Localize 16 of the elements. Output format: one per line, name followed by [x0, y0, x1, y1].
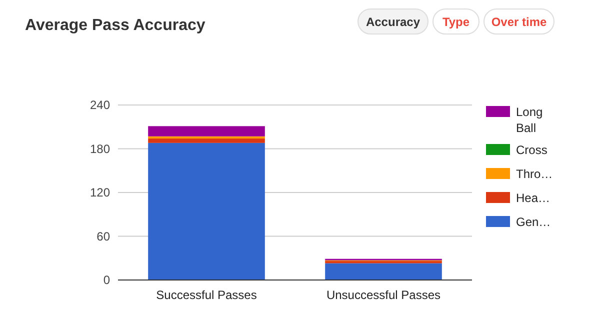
x-tick-label: Successful Passes: [156, 288, 257, 302]
text: Over time: [491, 15, 548, 29]
x-tick-label: Unsuccessful Passes: [326, 288, 441, 302]
text: Type: [442, 15, 470, 29]
y-tick-label: 240: [90, 98, 110, 112]
y-tick-label: 180: [90, 142, 110, 156]
chart-title: Average Pass Accuracy: [25, 17, 206, 34]
legend-label: Long Ball: [516, 105, 543, 135]
y-tick-label: 0: [103, 273, 110, 287]
text: Accuracy: [366, 15, 420, 29]
y-tick-label: 120: [90, 186, 110, 200]
y-tick-label: 60: [96, 229, 110, 244]
legend-label: Cross: [516, 143, 548, 157]
legend-label: Gen…: [516, 215, 551, 229]
legend-label: Thro…: [516, 167, 553, 181]
legend-label: Hea…: [516, 191, 550, 205]
